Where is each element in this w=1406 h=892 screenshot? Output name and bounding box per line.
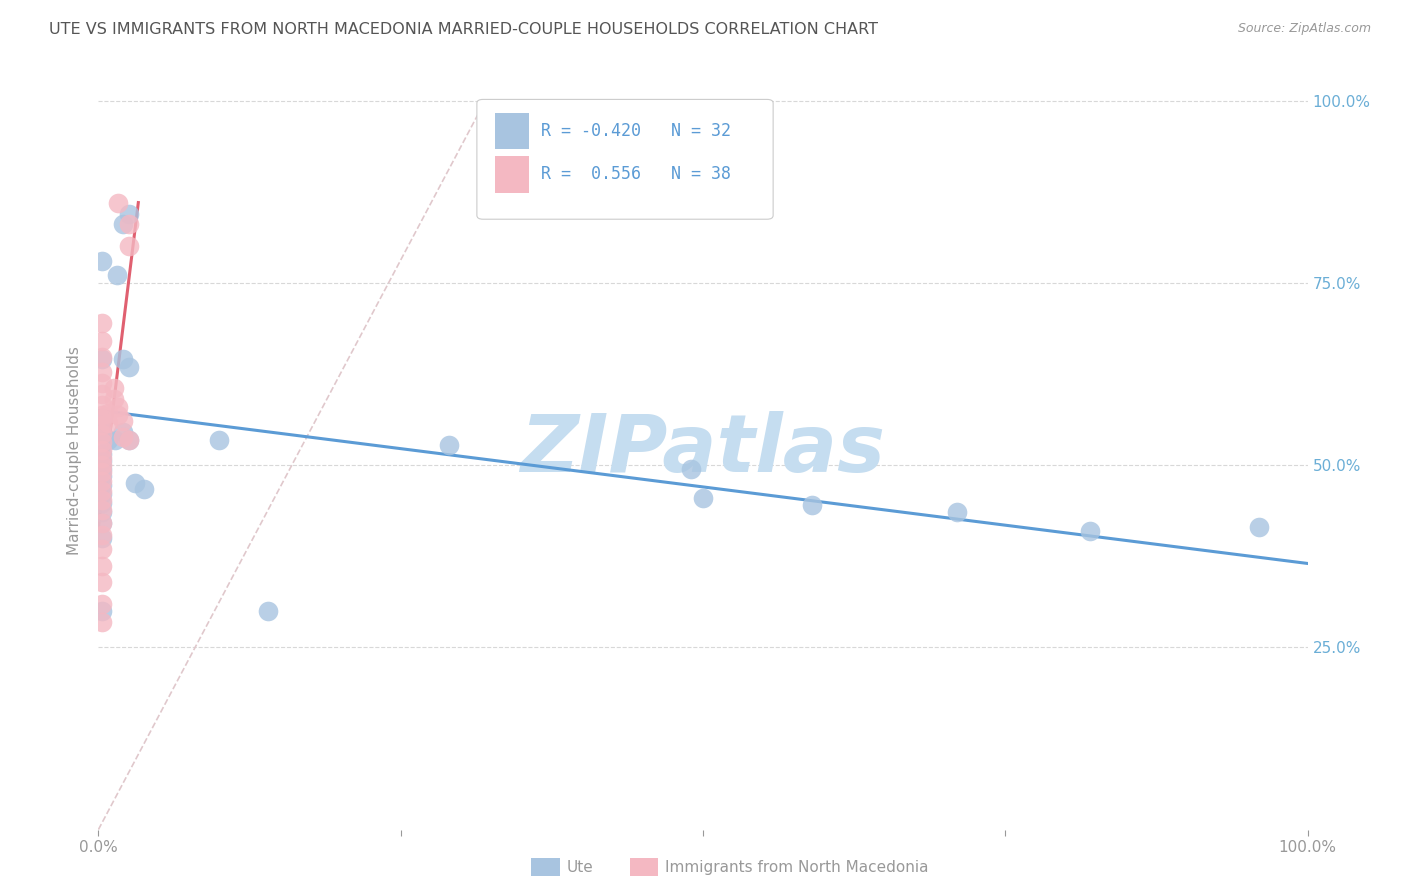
Bar [495, 156, 529, 193]
Point [91, 434, 114, 449]
Point [111, 352, 134, 367]
Text: Source: ZipAtlas.com: Source: ZipAtlas.com [1237, 22, 1371, 36]
Point [800, 498, 823, 512]
Bar [495, 113, 529, 150]
Point [1078, 524, 1101, 538]
Point [104, 433, 127, 447]
Point [91, 366, 114, 380]
Point [91, 447, 114, 461]
Point [91, 398, 114, 412]
Point [91, 376, 114, 391]
Point [103, 382, 125, 396]
Text: Immigrants from North Macedonia: Immigrants from North Macedonia [665, 860, 928, 874]
Point [91, 458, 114, 472]
Point [111, 218, 134, 232]
Point [91, 417, 114, 432]
Point [91, 254, 114, 268]
Text: Ute: Ute [567, 860, 593, 874]
Point [91, 386, 114, 401]
Point [103, 392, 125, 407]
Point [107, 409, 129, 423]
Point [91, 493, 114, 508]
Point [118, 359, 141, 374]
Point [134, 482, 156, 496]
Point [91, 483, 114, 498]
Point [91, 615, 114, 629]
Point [97, 406, 120, 420]
Point [91, 426, 114, 441]
Point [107, 400, 129, 414]
Point [208, 433, 231, 447]
Point [118, 239, 141, 253]
Point [91, 469, 114, 483]
Point [91, 450, 114, 465]
Point [91, 574, 114, 589]
Point [437, 437, 460, 451]
Point [118, 206, 141, 220]
Point [679, 461, 702, 475]
Point [91, 409, 114, 423]
Point [97, 416, 120, 430]
Point [91, 474, 114, 488]
Point [91, 503, 114, 517]
Point [91, 528, 114, 542]
Point [692, 491, 714, 505]
Point [1249, 520, 1271, 534]
Point [91, 316, 114, 330]
Point [91, 334, 114, 348]
Text: UTE VS IMMIGRANTS FROM NORTH MACEDONIA MARRIED-COUPLE HOUSEHOLDS CORRELATION CHA: UTE VS IMMIGRANTS FROM NORTH MACEDONIA M… [49, 22, 879, 37]
Point [91, 350, 114, 364]
Point [118, 433, 141, 447]
Point [91, 352, 114, 367]
Point [91, 425, 114, 440]
Point [111, 414, 134, 428]
Y-axis label: Married-couple Households: Married-couple Households [67, 346, 83, 555]
Point [91, 487, 114, 501]
Point [91, 466, 114, 480]
Point [91, 505, 114, 519]
Point [91, 531, 114, 545]
FancyBboxPatch shape [477, 99, 773, 219]
Point [111, 425, 134, 440]
Text: R = -0.420   N = 32: R = -0.420 N = 32 [541, 122, 731, 140]
Point [91, 461, 114, 475]
Point [91, 597, 114, 611]
Point [91, 558, 114, 573]
Point [91, 516, 114, 531]
Text: R =  0.556   N = 38: R = 0.556 N = 38 [541, 166, 731, 184]
Point [91, 516, 114, 531]
Point [91, 478, 114, 492]
Point [91, 496, 114, 510]
Point [256, 604, 278, 618]
Point [91, 443, 114, 458]
Point [124, 476, 146, 491]
Point [107, 195, 129, 210]
Point [91, 604, 114, 618]
Point [105, 268, 128, 283]
Point [118, 433, 141, 447]
Point [91, 541, 114, 556]
Point [111, 430, 134, 444]
Point [946, 505, 969, 519]
Point [91, 410, 114, 425]
Text: ZIPatlas: ZIPatlas [520, 411, 886, 490]
Point [118, 218, 141, 232]
Point [91, 454, 114, 468]
Point [97, 433, 120, 447]
